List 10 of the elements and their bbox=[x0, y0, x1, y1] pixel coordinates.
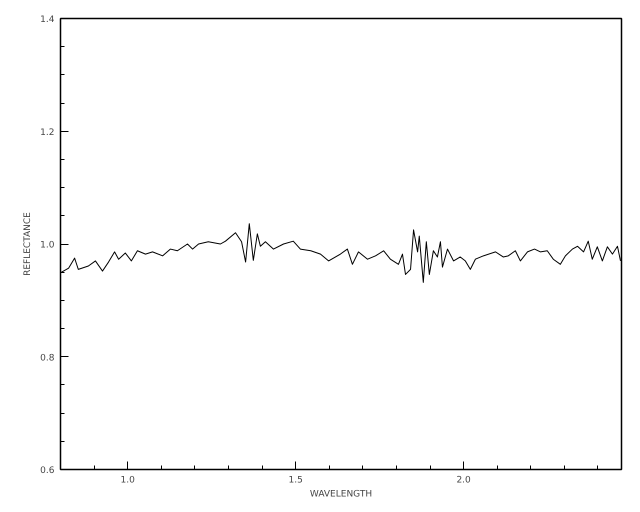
y-tick-label: 1.4 bbox=[40, 15, 55, 25]
y-tick-label: 0.6 bbox=[40, 466, 55, 476]
y-tick-label: 1.0 bbox=[40, 240, 55, 250]
y-tick-label: 1.2 bbox=[40, 128, 55, 138]
x-tick-label: 1.5 bbox=[288, 476, 303, 486]
x-axis-title: WAVELENGTH bbox=[310, 490, 372, 500]
y-tick-label: 0.8 bbox=[40, 353, 55, 364]
x-tick-label: 2.0 bbox=[456, 476, 472, 486]
x-tick-label: 1.0 bbox=[120, 476, 136, 486]
y-axis-title: REFLECTANCE bbox=[23, 212, 34, 276]
